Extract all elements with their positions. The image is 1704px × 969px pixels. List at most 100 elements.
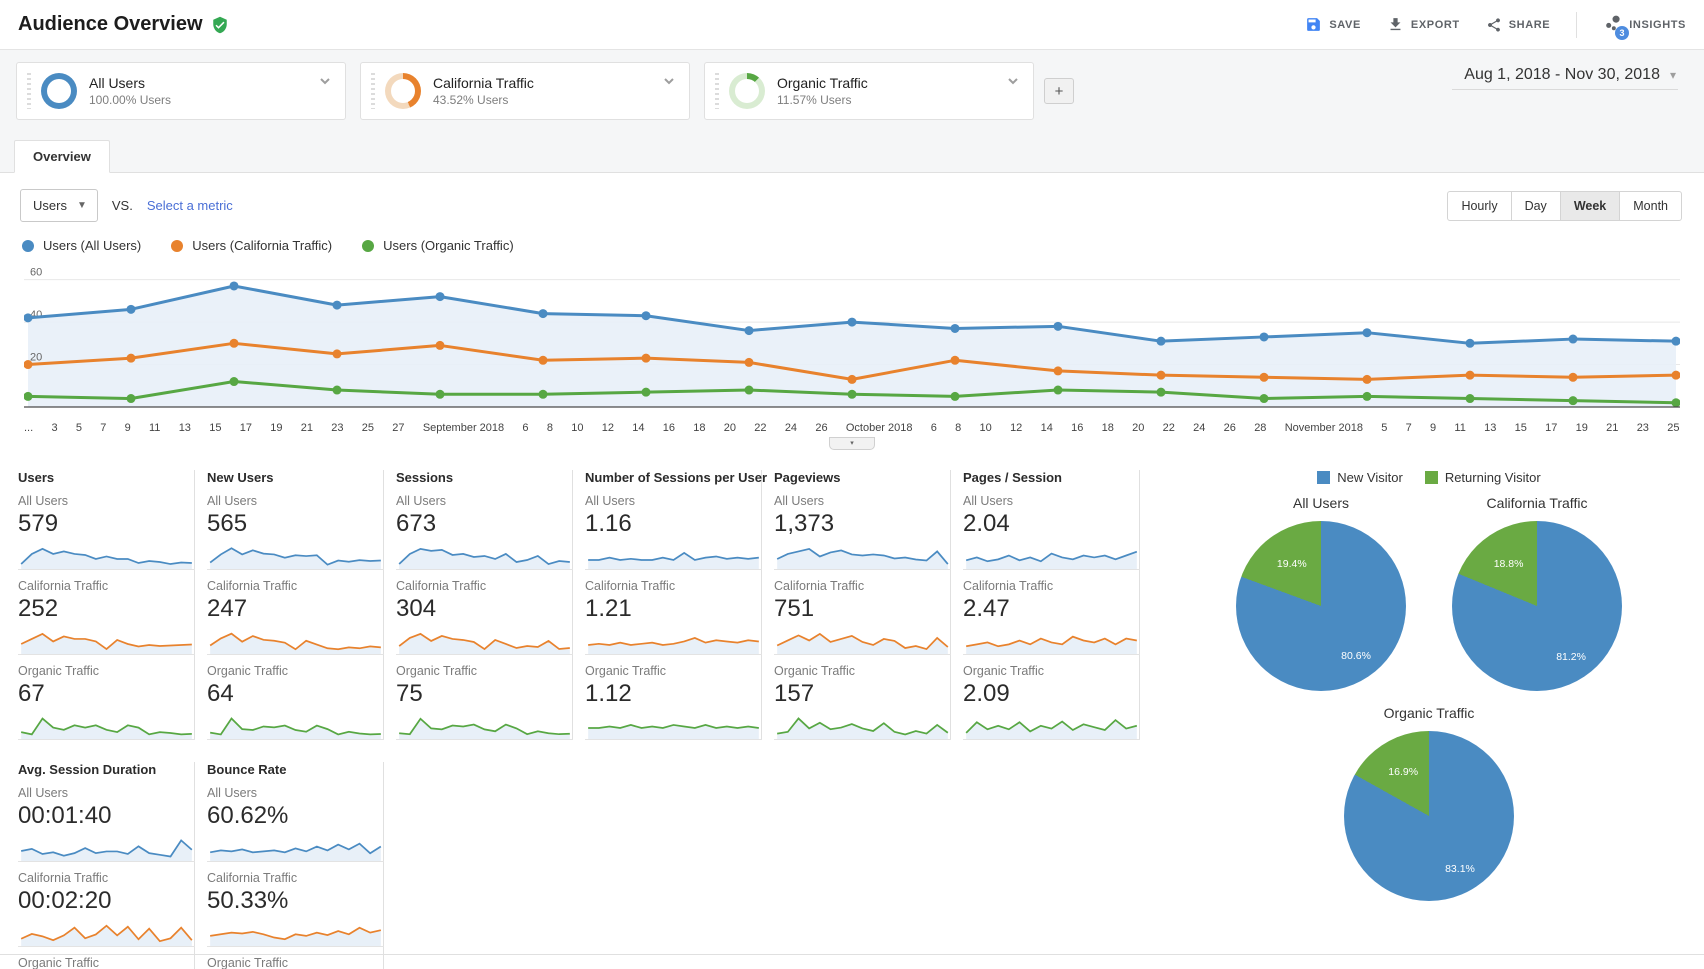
x-axis-labels: ... 3 5 7 9 11 13 15 17 19 21 23 25 27 September 2018 6… — [24, 418, 1680, 434]
data-point[interactable] — [538, 309, 548, 319]
pie[interactable]: 80.6% 19.4% — [1236, 521, 1406, 691]
data-point[interactable] — [1568, 334, 1578, 344]
chevron-down-icon[interactable] — [315, 71, 335, 96]
granularity-day[interactable]: Day — [1510, 190, 1561, 221]
export-button[interactable]: EXPORT — [1387, 16, 1460, 33]
x-axis-label: 10 — [571, 422, 584, 434]
pie-slice-label: 16.9% — [1388, 766, 1419, 779]
pie-slice-label: 80.6% — [1341, 650, 1371, 663]
data-point[interactable] — [332, 300, 342, 310]
data-point[interactable] — [23, 360, 33, 370]
data-point[interactable] — [1156, 370, 1166, 380]
sparkline-chart — [18, 632, 195, 655]
chart-collapse-handle[interactable]: ▾ — [829, 437, 875, 450]
granularity-week[interactable]: Week — [1559, 190, 1621, 221]
data-point[interactable] — [1259, 394, 1269, 404]
tab-bar: Overview — [0, 134, 1704, 173]
data-point[interactable] — [847, 389, 857, 399]
data-point[interactable] — [229, 377, 239, 387]
data-point[interactable] — [538, 355, 548, 365]
x-axis-label: 24 — [784, 422, 798, 434]
data-point[interactable] — [1053, 321, 1063, 331]
data-point[interactable] — [1465, 394, 1475, 404]
visitor-legend: New Visitor Returning Visitor — [1180, 470, 1678, 485]
data-point[interactable] — [950, 355, 960, 365]
data-point[interactable] — [1259, 372, 1269, 382]
data-point[interactable] — [229, 338, 239, 348]
data-point[interactable] — [332, 349, 342, 359]
data-point[interactable] — [435, 292, 445, 302]
sparkline-chart — [774, 547, 951, 570]
insights-button[interactable]: 3 INSIGHTS — [1603, 14, 1686, 40]
data-point[interactable] — [126, 353, 136, 363]
tab-overview[interactable]: Overview — [14, 140, 110, 173]
data-point[interactable] — [1362, 374, 1372, 384]
data-point[interactable] — [744, 326, 754, 336]
data-point[interactable] — [126, 304, 136, 314]
data-point[interactable] — [1362, 328, 1372, 338]
drag-handle-icon — [27, 73, 31, 109]
data-point[interactable] — [229, 281, 239, 291]
data-point[interactable] — [23, 391, 33, 401]
x-axis-label: 7 — [100, 422, 107, 434]
data-point[interactable] — [950, 391, 960, 401]
pie[interactable]: 81.2% 18.8% — [1452, 521, 1622, 691]
data-point[interactable] — [744, 357, 754, 367]
save-button[interactable]: SAVE — [1305, 16, 1361, 33]
data-point[interactable] — [1568, 396, 1578, 406]
data-point[interactable] — [1671, 370, 1681, 380]
sparkline-chart — [963, 718, 1140, 740]
data-point[interactable] — [847, 374, 857, 384]
segment-card-california-traffic[interactable]: California Traffic 43.52% Users — [360, 62, 690, 120]
data-point[interactable] — [1362, 391, 1372, 401]
data-point[interactable] — [1053, 366, 1063, 376]
chevron-down-icon[interactable] — [1003, 71, 1023, 96]
metric-segment-label: Organic Traffic — [207, 956, 289, 969]
sparkline-chart — [396, 717, 573, 740]
x-axis-label: 18 — [1101, 422, 1114, 434]
data-point[interactable] — [1671, 398, 1681, 408]
metric-select-dropdown[interactable]: Users ▼ — [20, 189, 98, 222]
x-axis-label: 18 — [693, 422, 706, 434]
data-point[interactable] — [641, 387, 651, 397]
date-range-selector[interactable]: Aug 1, 2018 - Nov 30, 2018 ▾ — [1452, 66, 1678, 90]
data-point[interactable] — [1671, 336, 1681, 346]
pie[interactable]: 83.1% 16.9% — [1344, 731, 1514, 901]
chevron-down-icon[interactable] — [659, 71, 679, 96]
data-point[interactable] — [1259, 332, 1269, 342]
x-axis-label: 21 — [1606, 422, 1619, 434]
granularity-hourly[interactable]: Hourly — [1447, 190, 1512, 221]
segment-card-organic-traffic[interactable]: Organic Traffic 11.57% Users — [704, 62, 1034, 120]
data-point[interactable] — [1053, 385, 1063, 395]
metric-value: 00:02:20 — [18, 887, 112, 914]
metric-card-users: Users All Users 579 California Traffic 252 Or… — [18, 470, 195, 740]
data-point[interactable] — [332, 385, 342, 395]
metric-card-new-users: New Users All Users 565 California Traffic 2… — [195, 470, 384, 740]
data-point[interactable] — [1465, 338, 1475, 348]
data-point[interactable] — [744, 385, 754, 395]
data-point[interactable] — [126, 394, 136, 404]
data-point[interactable] — [1156, 387, 1166, 397]
data-point[interactable] — [538, 389, 548, 399]
metric-card-avg-session-duration: Avg. Session Duration All Users 00:01:40 Ca… — [18, 762, 195, 969]
data-point[interactable] — [435, 340, 445, 350]
data-point[interactable] — [641, 353, 651, 363]
data-point[interactable] — [1156, 336, 1166, 346]
metric-card-pages-session: Pages / Session All Users 2.04 California T… — [951, 470, 1140, 740]
select-a-metric-link[interactable]: Select a metric — [146, 198, 233, 213]
metric-segment-label: All Users — [774, 494, 825, 508]
share-button[interactable]: SHARE — [1486, 17, 1551, 33]
data-point[interactable] — [435, 389, 445, 399]
data-point[interactable] — [23, 313, 33, 323]
granularity-month[interactable]: Month — [1619, 190, 1682, 221]
data-point[interactable] — [847, 317, 857, 327]
x-axis-label: 16 — [1071, 422, 1084, 434]
drag-handle-icon — [371, 73, 375, 109]
data-point[interactable] — [641, 311, 651, 321]
data-point[interactable] — [1568, 372, 1578, 382]
data-point[interactable] — [1465, 370, 1475, 380]
data-point[interactable] — [950, 323, 960, 333]
sparkline-chart — [585, 551, 762, 570]
segment-card-all-users[interactable]: All Users 100.00% Users — [16, 62, 346, 120]
add-segment-button[interactable]: + — [1044, 78, 1074, 104]
